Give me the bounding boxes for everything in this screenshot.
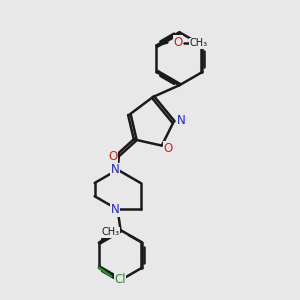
Text: O: O xyxy=(164,142,173,155)
Text: CH₃: CH₃ xyxy=(101,227,120,237)
Text: N: N xyxy=(176,114,185,127)
Text: O: O xyxy=(173,36,183,49)
Text: N: N xyxy=(111,203,120,216)
Text: O: O xyxy=(109,150,118,163)
Text: Cl: Cl xyxy=(114,273,126,286)
Text: N: N xyxy=(111,163,120,176)
Text: CH₃: CH₃ xyxy=(190,38,208,48)
